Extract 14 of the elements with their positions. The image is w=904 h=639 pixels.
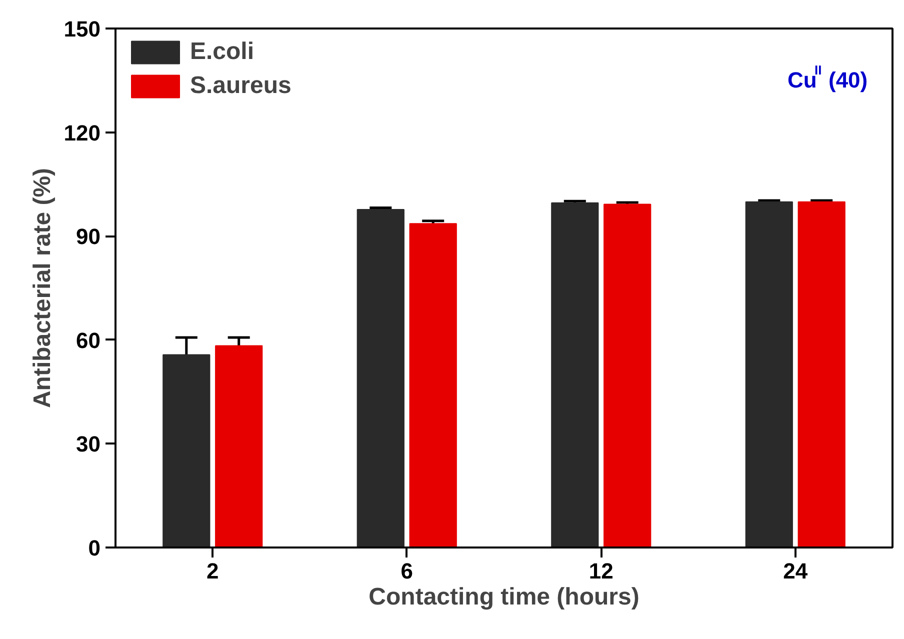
x-tick-label: 24 [783, 558, 808, 584]
y-tick-label: 0 [88, 536, 101, 560]
legend-label: S.aureus [190, 72, 292, 100]
y-tick-label: 120 [64, 120, 101, 146]
y-axis-title: Antibacterial rate (%) [28, 168, 56, 408]
y-tick-label: 60 [76, 328, 101, 353]
x-tick-label: 2 [206, 558, 219, 584]
y-tick-label: 30 [76, 432, 101, 457]
legend-label: E.coli [190, 38, 254, 66]
y-tick-label: 150 [64, 16, 101, 42]
y-tick-label: 90 [76, 224, 101, 250]
x-tick-label: 6 [400, 558, 414, 584]
x-tick-label: 12 [588, 558, 614, 584]
x-axis-title: Contacting time (hours) [368, 584, 640, 610]
